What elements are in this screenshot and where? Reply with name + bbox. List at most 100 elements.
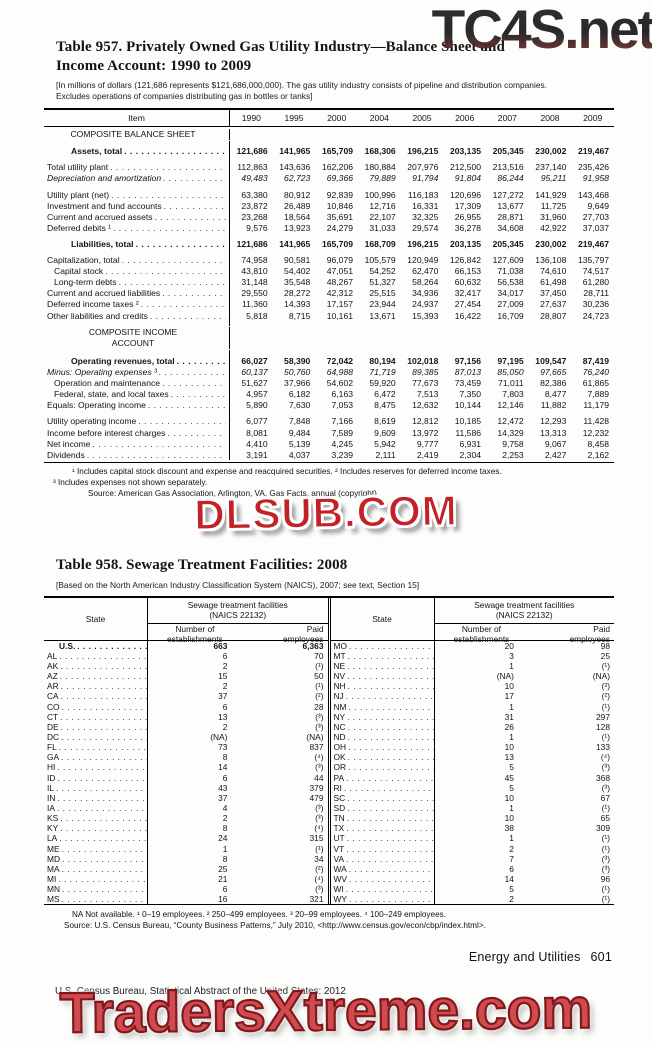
state-row: MS . . . . . . . . . . . . . . . . . . .…	[44, 894, 328, 905]
state-label-text: SD	[333, 803, 346, 814]
spacer-row	[44, 184, 614, 190]
state-label-text: KS	[47, 813, 59, 824]
cell-value: 91,958	[582, 173, 610, 184]
state-label: AR . . . . . . . . . . . . . . . . . . .…	[44, 681, 148, 692]
column-header-year: 2005	[412, 112, 432, 123]
cell-value: 49,483	[241, 173, 268, 184]
dot-leader: . . . . . . . . . . . . . . . . . . . . …	[58, 874, 147, 884]
dot-leader: . . . . . . . . . . . . . . . . . . . . …	[92, 438, 226, 449]
cell-value: 9,649	[587, 200, 610, 211]
establishments-value: 2	[222, 721, 228, 732]
establishments-value: 10	[504, 681, 514, 692]
state-row: WA . . . . . . . . . . . . . . . . . . .…	[331, 863, 615, 874]
state-row: NV . . . . . . . . . . . . . . . . . . .…	[331, 671, 615, 682]
cell-value: 69,366	[326, 173, 354, 184]
state-row: TX . . . . . . . . . . . . . . . . . . .…	[331, 823, 615, 834]
sub-headers: Number of establishments Paid employees	[435, 624, 615, 644]
row-label: Other liabilities and credits . . . . . …	[44, 309, 230, 322]
cell-value: 6,182	[288, 389, 311, 400]
cell-value: 51,627	[241, 378, 268, 389]
row-label: Operating revenues, total . . . . . . . …	[44, 355, 230, 367]
employees-value: 479	[309, 792, 324, 803]
employees-value: (²)	[315, 691, 324, 702]
cell-value: 2,304	[459, 449, 482, 460]
state-row: NC . . . . . . . . . . . . . . . . . . .…	[331, 721, 615, 732]
cell-value: 54,252	[369, 266, 396, 277]
state-label-text: TN	[333, 813, 345, 824]
dot-leader: . . . . . . . . . . . . . . . . . . . . …	[61, 701, 147, 712]
state-label-text: CA	[47, 691, 59, 702]
table-957-title-line2: Income Account: 1990 to 2009	[56, 58, 252, 75]
row-label-text: Liabilities, total	[71, 238, 134, 249]
dot-leader: . . . . . . . . . . . . . . . . . . . . …	[347, 661, 433, 672]
establishments-value: 6	[222, 884, 228, 895]
state-label-text: MO	[333, 640, 348, 651]
cell-value: 42,922	[540, 222, 567, 233]
state-label-text: IA	[47, 803, 55, 814]
cell-value: 24,279	[326, 222, 354, 233]
state-row: AK . . . . . . . . . . . . . . . . . . .…	[44, 660, 328, 672]
employees-value: 837	[309, 742, 324, 753]
facilities-group-header: Sewage treatment facilities (NAICS 22132…	[148, 598, 328, 644]
cell-value: 74,958	[241, 255, 268, 266]
cell-value: 28,272	[284, 288, 311, 299]
row-label: Total utility plant . . . . . . . . . . …	[44, 161, 230, 173]
table-958-source: Source: U.S. Census Bureau, “County Busi…	[64, 921, 486, 931]
cell-value: 34,017	[497, 288, 524, 299]
state-label: MI . . . . . . . . . . . . . . . . . . .…	[44, 873, 148, 885]
row-label-text: Deferred debits ¹	[47, 222, 112, 233]
state-label-text: UT	[333, 833, 345, 844]
data-row: Long-term debts . . . . . . . . . . . . …	[44, 276, 614, 288]
employees-value: (⁴)	[314, 874, 324, 884]
cell-value: 16,422	[454, 310, 482, 321]
row-label: Utility operating income . . . . . . . .…	[44, 415, 230, 427]
dot-leader: . . . . . . . . . . . . . . . . . . . . …	[158, 367, 226, 378]
data-row: Depreciation and amortization . . . . . …	[44, 172, 614, 185]
establishments-value: 14	[218, 762, 228, 773]
dot-leader: . . . . . . . . . . . . . . . . . . . . …	[162, 378, 226, 389]
employees-value: (¹)	[315, 661, 324, 672]
state-label: ND . . . . . . . . . . . . . . . . . . .…	[331, 731, 435, 743]
row-label: Depreciation and amortization . . . . . …	[44, 172, 230, 185]
cell-value: 8,715	[288, 310, 311, 321]
state-row: OH . . . . . . . . . . . . . . . . . . .…	[331, 742, 615, 753]
establishments-value: 1	[509, 732, 514, 743]
cell-value: 7,803	[502, 389, 524, 400]
employees-value: 25	[600, 650, 610, 661]
column-header-year: 2007	[497, 112, 517, 123]
state-label-text: CT	[47, 711, 59, 722]
state-label: AK . . . . . . . . . . . . . . . . . . .…	[44, 660, 148, 672]
employees-value: 133	[596, 742, 610, 753]
cell-value: 15,393	[412, 310, 439, 321]
cell-value: 12,716	[369, 200, 396, 211]
state-label-text: MN	[47, 884, 61, 895]
cell-value: 37,966	[284, 378, 311, 389]
state-row: AR . . . . . . . . . . . . . . . . . . .…	[44, 681, 328, 692]
state-row: ID . . . . . . . . . . . . . . . . . . .…	[44, 772, 328, 783]
state-row: OK . . . . . . . . . . . . . . . . . . .…	[331, 752, 615, 763]
dot-leader: . . . . . . . . . . . . . . . . . . . . …	[60, 691, 147, 702]
cell-value: 26,489	[284, 200, 311, 211]
cell-value: 6,931	[459, 438, 482, 449]
state-row: RI . . . . . . . . . . . . . . . . . . .…	[331, 782, 615, 793]
cell-value: 97,665	[540, 367, 567, 378]
state-label: NJ . . . . . . . . . . . . . . . . . . .…	[331, 691, 435, 702]
dot-leader: . . . . . . . . . . . . . . . . . . . . …	[57, 772, 147, 783]
cell-value: 8,475	[374, 400, 396, 411]
state-row: LA . . . . . . . . . . . . . . . . . . .…	[44, 833, 328, 844]
cell-value: 34,936	[412, 288, 439, 299]
spacer-cell	[44, 156, 230, 162]
table-957: Item 1990 1995 2000 2004 2005 2006 2007 2008 2009…	[44, 107, 614, 464]
cell-value: 11,428	[583, 416, 610, 427]
state-label: CO . . . . . . . . . . . . . . . . . . .…	[44, 701, 148, 712]
establishments-value: 10	[504, 813, 514, 824]
establishments-value: 2	[222, 661, 228, 672]
state-row: VT . . . . . . . . . . . . . . . . . . .…	[331, 843, 615, 854]
employees-value: (³)	[315, 813, 324, 824]
spacer-cell	[44, 410, 230, 416]
cell-value: 112,863	[237, 162, 268, 173]
employees-value: 309	[596, 823, 610, 834]
establishments-value: 5	[509, 884, 514, 895]
cell-value: 71,011	[498, 378, 524, 389]
row-label: COMPOSITE INCOME ACCOUNT	[44, 327, 230, 350]
